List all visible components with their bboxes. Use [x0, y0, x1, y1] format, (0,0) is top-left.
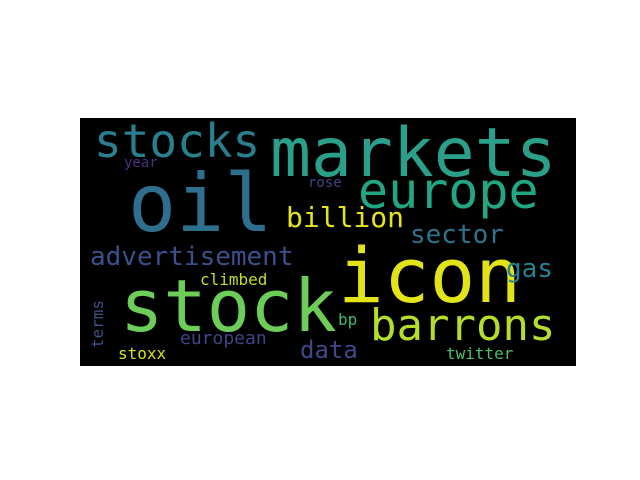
word-europe: europe — [358, 162, 539, 220]
word-twitter: twitter — [446, 344, 514, 363]
word-stock: stock — [120, 264, 337, 348]
word-stocks: stocks — [94, 118, 261, 168]
word-bp: bp — [338, 310, 358, 329]
word-year: year — [124, 155, 158, 171]
word-gas: gas — [506, 254, 553, 284]
word-cloud: markets oil icon stock europe stocks bar… — [80, 118, 576, 366]
word-advertisement: advertisement — [90, 242, 294, 272]
word-sector: sector — [410, 220, 504, 250]
word-icon: icon — [338, 231, 522, 320]
word-data: data — [300, 336, 358, 364]
word-terms: terms — [88, 300, 107, 349]
word-climbed: climbed — [200, 270, 268, 289]
word-rose: rose — [308, 175, 342, 191]
word-stoxx: stoxx — [118, 344, 167, 363]
word-markets: markets — [270, 118, 557, 193]
word-european: european — [180, 328, 267, 349]
word-billion: billion — [286, 201, 405, 234]
word-oil: oil — [128, 157, 273, 250]
word-barrons: barrons — [370, 300, 556, 351]
